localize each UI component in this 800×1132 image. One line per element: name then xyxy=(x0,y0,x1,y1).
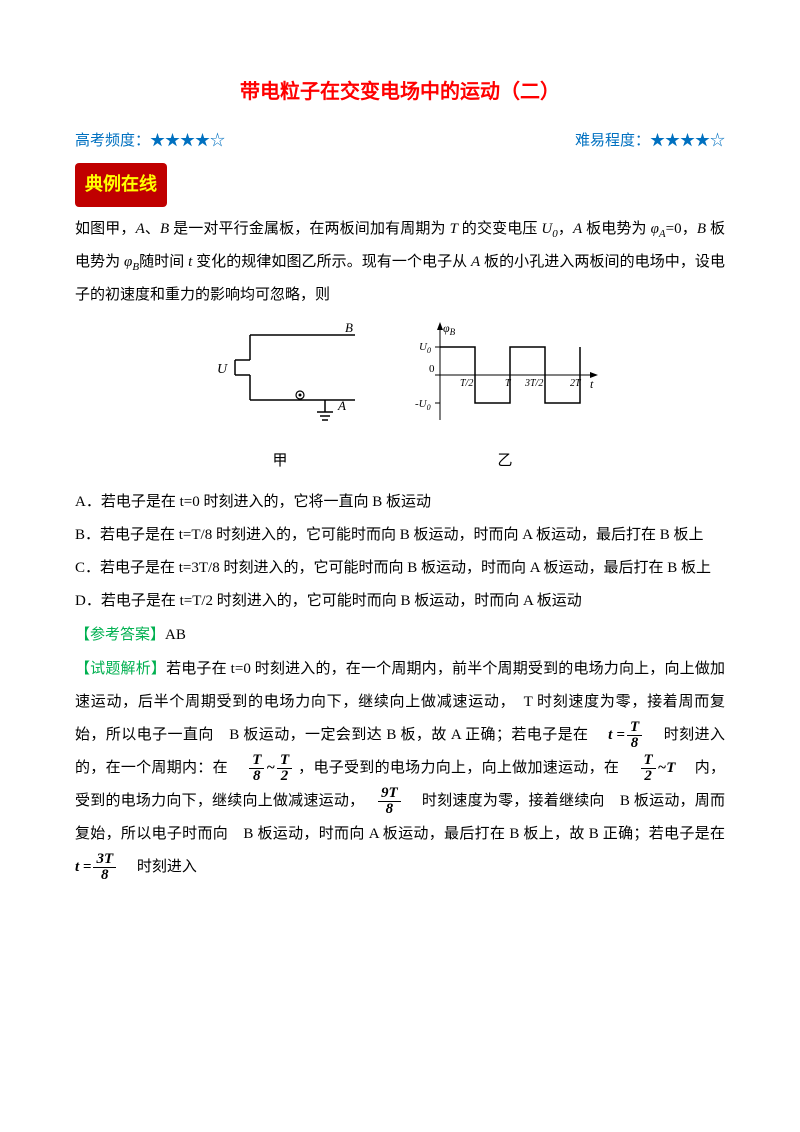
caption-right: 乙 xyxy=(405,445,605,478)
txt: ， xyxy=(558,221,573,237)
sym-a: A xyxy=(573,221,582,237)
option-d: D．若电子是在 t=T/2 时刻进入的，它可能时而向 B 板运动，时而向 A 板… xyxy=(75,585,725,618)
sym-a: A xyxy=(136,221,145,237)
neg-u0-label: -U0 xyxy=(415,398,431,412)
txt: 的交变电压 xyxy=(458,221,542,237)
freq-label: 高考频度： xyxy=(75,132,150,149)
frac-t8-2: T8 xyxy=(249,753,264,784)
section-badge: 典例在线 xyxy=(75,163,167,207)
txt: 如图甲， xyxy=(75,221,136,237)
txt: 随时间 xyxy=(139,254,188,270)
tilde: ~ xyxy=(658,760,667,776)
freq-block: 高考频度：★★★★☆ xyxy=(75,124,225,157)
txt: 是一对平行金属板，在两板间加有周期为 xyxy=(169,221,449,237)
caption-left: 甲 xyxy=(195,445,365,478)
num: T xyxy=(277,753,292,769)
meta-row: 高考频度：★★★★☆ 难易程度：★★★★☆ xyxy=(75,124,725,157)
b-label: B xyxy=(345,320,353,335)
answer-value: AB xyxy=(165,627,186,643)
frac-3t8: 3T8 xyxy=(93,852,116,883)
frac-t8: T8 xyxy=(627,720,642,751)
option-c: C．若电子是在 t=3T/8 时刻进入的，它可能时而向 B 板运动，时而向 A … xyxy=(75,552,725,585)
tick: 3T/2 xyxy=(524,378,543,389)
txt: 时刻进入 xyxy=(122,859,197,875)
diff-stars: ★★★★☆ xyxy=(650,132,725,149)
den: 8 xyxy=(93,868,116,883)
den: 2 xyxy=(641,769,656,784)
a-label: A xyxy=(337,398,346,413)
den: 8 xyxy=(627,736,642,751)
analysis: 【试题解析】若电子在 t=0 时刻进入的，在一个周期内，前半个周期受到的电场力向… xyxy=(75,652,725,884)
num: T xyxy=(627,720,642,736)
option-b: B．若电子是在 t=T/8 时刻进入的，它可能时而向 B 板运动，时而向 A 板… xyxy=(75,519,725,552)
sym-t: T xyxy=(450,221,458,237)
tick: 2T xyxy=(570,378,582,389)
zero-label: 0 xyxy=(429,363,435,375)
num: T xyxy=(641,753,656,769)
diff-block: 难易程度：★★★★☆ xyxy=(575,124,725,157)
eq: t = xyxy=(75,859,91,875)
sym-b: B xyxy=(160,221,169,237)
num: 9T xyxy=(378,786,401,802)
u-label: U xyxy=(217,362,228,377)
txt: 、 xyxy=(145,221,160,237)
tilde: ~ xyxy=(266,760,275,776)
sym-t: T xyxy=(666,760,675,776)
sym-a: A xyxy=(471,254,480,270)
page-title: 带电粒子在交变电场中的运动（二） xyxy=(75,70,725,114)
u0-label: U0 xyxy=(419,341,431,355)
den: 8 xyxy=(249,769,264,784)
xaxis: t xyxy=(590,377,594,391)
num: T xyxy=(249,753,264,769)
sub: A xyxy=(659,228,666,240)
figure-row: B U A 甲 xyxy=(75,320,725,478)
figure-graph: φB U0 0 -U0 T/2 T 3T/2 2T t 乙 xyxy=(405,320,605,478)
num: 3T xyxy=(93,852,116,868)
den: 2 xyxy=(277,769,292,784)
tick: T xyxy=(505,378,512,389)
eq: t = xyxy=(608,727,625,743)
answer-row: 【参考答案】AB xyxy=(75,618,725,652)
frac-t2-2: T2 xyxy=(641,753,656,784)
txt: ，电子受到的电场力向上，向上做加速运动，在 xyxy=(298,760,634,776)
problem-text: 如图甲，A、B 是一对平行金属板，在两板间加有周期为 T 的交变电压 U0，A … xyxy=(75,213,725,312)
diff-label: 难易程度： xyxy=(575,132,650,149)
tick: T/2 xyxy=(460,378,473,389)
txt: 0， xyxy=(674,221,697,237)
circuit-svg: B U A xyxy=(195,320,365,430)
frac-9t8: 9T8 xyxy=(378,786,401,817)
txt: 变化的规律如图乙所示。现有一个电子从 xyxy=(192,254,471,270)
sym-phi: φ xyxy=(651,221,659,237)
freq-stars: ★★★★☆ xyxy=(150,132,225,149)
txt: 板电势为 xyxy=(582,221,650,237)
option-a: A．若电子是在 t=0 时刻进入的，它将一直向 B 板运动 xyxy=(75,486,725,519)
analysis-label: 【试题解析】 xyxy=(75,660,166,677)
answer-label: 【参考答案】 xyxy=(75,626,165,643)
sym-b: B xyxy=(697,221,706,237)
frac-t2: T2 xyxy=(277,753,292,784)
den: 8 xyxy=(378,802,401,817)
ylabel: φB xyxy=(443,321,456,337)
graph-svg: φB U0 0 -U0 T/2 T 3T/2 2T t xyxy=(405,320,605,430)
sym-u: U xyxy=(541,221,552,237)
figure-circuit: B U A 甲 xyxy=(195,320,365,478)
